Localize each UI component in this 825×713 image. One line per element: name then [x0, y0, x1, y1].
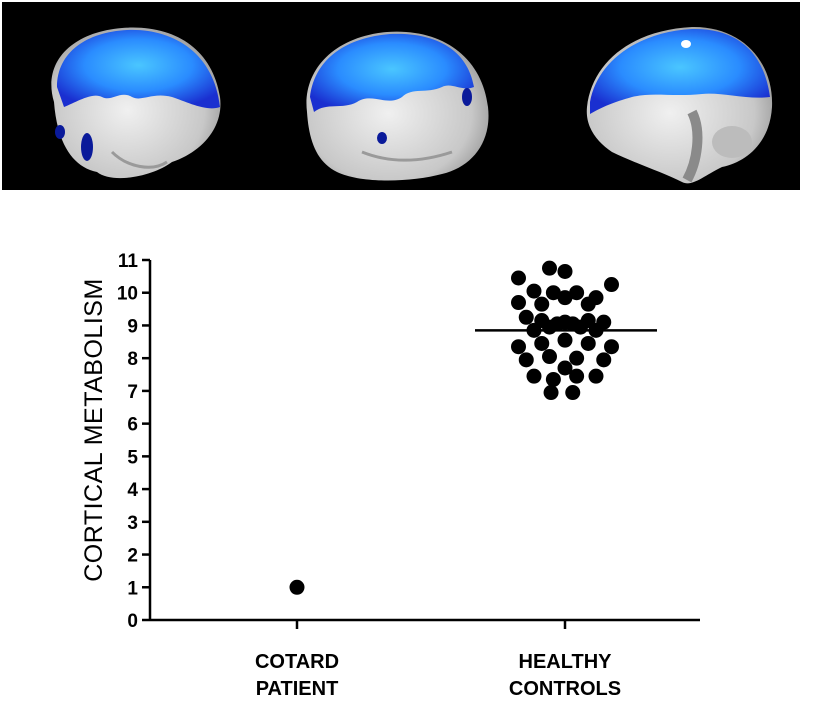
data-point — [545, 371, 561, 387]
data-point — [289, 579, 305, 595]
data-point — [604, 339, 619, 355]
brain-medial — [586, 26, 773, 184]
data-point — [518, 309, 534, 325]
data-point — [557, 314, 573, 330]
data-point — [557, 290, 573, 306]
y-tick-label: 8 — [127, 349, 138, 370]
y-tick-label: 6 — [127, 415, 138, 436]
data-point — [534, 296, 550, 312]
data-points — [289, 260, 619, 595]
data-point — [565, 385, 581, 401]
data-point — [518, 352, 534, 368]
y-axis-title: CORTICAL METABOLISM — [80, 278, 108, 582]
y-tick-label: 11 — [118, 251, 139, 272]
scatter-chart: 0 1 2 3 4 5 6 7 8 9 10 11 CORTICAL METABOLISM COTAR… — [80, 251, 700, 700]
y-tick-label: 0 — [127, 611, 138, 632]
y-tick-label: 4 — [127, 480, 138, 501]
data-point — [596, 352, 612, 368]
data-point — [557, 332, 573, 348]
data-point — [534, 335, 550, 351]
y-tick-label: 3 — [127, 513, 138, 534]
data-point — [557, 360, 573, 376]
brain-scan-images — [51, 26, 773, 184]
data-point — [588, 368, 604, 384]
data-point — [511, 295, 526, 311]
category-labels: COTARD PATIENT HEALTHY CONTROLS — [255, 651, 621, 700]
x-axis — [150, 618, 700, 629]
category-label-line2: CONTROLS — [509, 678, 621, 700]
data-point — [573, 319, 588, 335]
data-point — [526, 368, 542, 384]
data-point — [542, 349, 557, 365]
y-tick-label: 1 — [127, 578, 138, 599]
y-tick-label: 2 — [127, 546, 138, 567]
data-point — [557, 263, 573, 279]
data-point — [569, 350, 585, 366]
data-point — [511, 339, 526, 355]
data-point — [580, 296, 596, 312]
brain-left-lateral — [51, 27, 221, 179]
y-tick-label: 5 — [127, 447, 138, 468]
category-label-line1: COTARD — [255, 651, 339, 673]
data-point — [511, 270, 526, 286]
data-point — [542, 319, 557, 335]
category-label-line2: PATIENT — [256, 678, 339, 700]
data-point — [542, 260, 557, 276]
y-axis: 0 1 2 3 4 5 6 7 8 9 10 11 — [117, 251, 152, 632]
brain-right-lateral — [306, 31, 489, 181]
data-point — [604, 277, 619, 293]
data-point — [543, 385, 559, 401]
brain-scan-panel — [2, 2, 800, 190]
data-point — [545, 285, 561, 301]
y-tick-label: 9 — [127, 316, 138, 337]
y-tick-label: 10 — [117, 284, 138, 305]
category-label-line1: HEALTHY — [519, 651, 613, 673]
data-point — [580, 335, 596, 351]
data-point — [526, 283, 542, 299]
y-tick-label: 7 — [127, 382, 138, 403]
data-point — [569, 368, 585, 384]
data-point — [569, 285, 585, 301]
